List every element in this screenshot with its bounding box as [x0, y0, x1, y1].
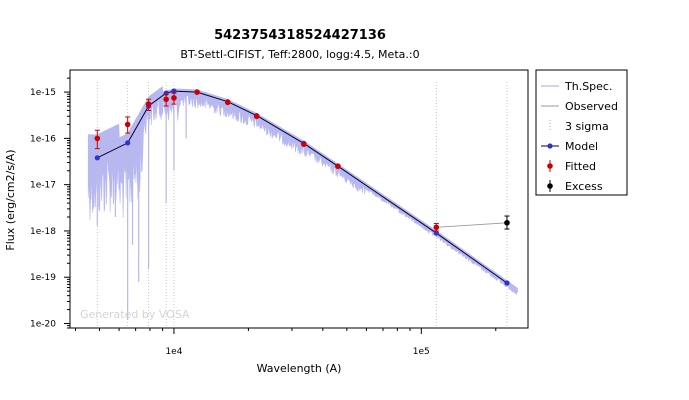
model-point — [94, 155, 100, 161]
fitted-point — [224, 99, 231, 106]
legend-fitted-label: Fitted — [565, 160, 596, 173]
model-point — [125, 140, 131, 146]
fitted-point — [433, 224, 440, 231]
observed-line — [436, 222, 508, 228]
chart-subtitle: BT-Settl-CIFIST, Teff:2800, logg:4.5, Me… — [180, 48, 419, 61]
x-tick-label: 1e5 — [413, 347, 430, 357]
y-tick-label: 1e-18 — [30, 227, 56, 237]
y-tick-label: 1e-19 — [30, 273, 56, 283]
y-tick-label: 1e-15 — [30, 88, 56, 98]
plot-area: Generated by VOSA — [80, 82, 518, 328]
x-axis: 1e4 1e5 — [75, 328, 497, 357]
legend-frame — [535, 69, 628, 196]
fitted-point — [335, 163, 341, 170]
model-line — [97, 90, 508, 284]
x-axis-label: Wavelength (A) — [257, 362, 342, 375]
model-point — [504, 280, 510, 286]
legend-model-label: Model — [565, 140, 598, 153]
legend-excess-marker — [547, 183, 553, 189]
model-point — [171, 88, 177, 94]
legend: Th.Spec. Observed 3 sigma Model Fitted E… — [535, 69, 628, 196]
data-markers — [94, 88, 510, 286]
legend-model-marker — [547, 143, 553, 149]
watermark: Generated by VOSA — [80, 308, 190, 321]
legend-excess-label: Excess — [565, 180, 603, 193]
fitted-point — [194, 89, 200, 95]
chart-title: 5423754318524427136 — [214, 28, 386, 43]
excess-point — [504, 219, 510, 226]
y-axis: 1e-15 1e-16 1e-17 1e-18 1e-19 1e-20 — [30, 77, 70, 330]
x-tick-label: 1e4 — [165, 347, 182, 357]
theoretical-spectrum — [87, 86, 518, 320]
y-tick-label: 1e-17 — [30, 181, 56, 191]
legend-fitted-marker — [547, 163, 553, 169]
fitted-point — [301, 141, 307, 147]
spectrum-fill — [87, 86, 518, 296]
three-sigma-lines — [96, 82, 508, 328]
fitted-point — [163, 96, 169, 103]
model-point — [433, 230, 439, 236]
y-axis-label: Flux (erg/cm2/s/A) — [4, 149, 17, 250]
y-tick-label: 1e-16 — [30, 134, 56, 144]
fitted-point — [124, 121, 131, 128]
fitted-point — [145, 101, 152, 107]
legend-observed-label: Observed — [565, 100, 618, 113]
y-tick-label: 1e-20 — [30, 320, 56, 330]
fitted-point — [171, 95, 177, 101]
fitted-point — [253, 113, 260, 120]
legend-sigma-label: 3 sigma — [565, 120, 609, 133]
fitted-point — [94, 135, 101, 142]
legend-thspec-label: Th.Spec. — [564, 80, 612, 93]
